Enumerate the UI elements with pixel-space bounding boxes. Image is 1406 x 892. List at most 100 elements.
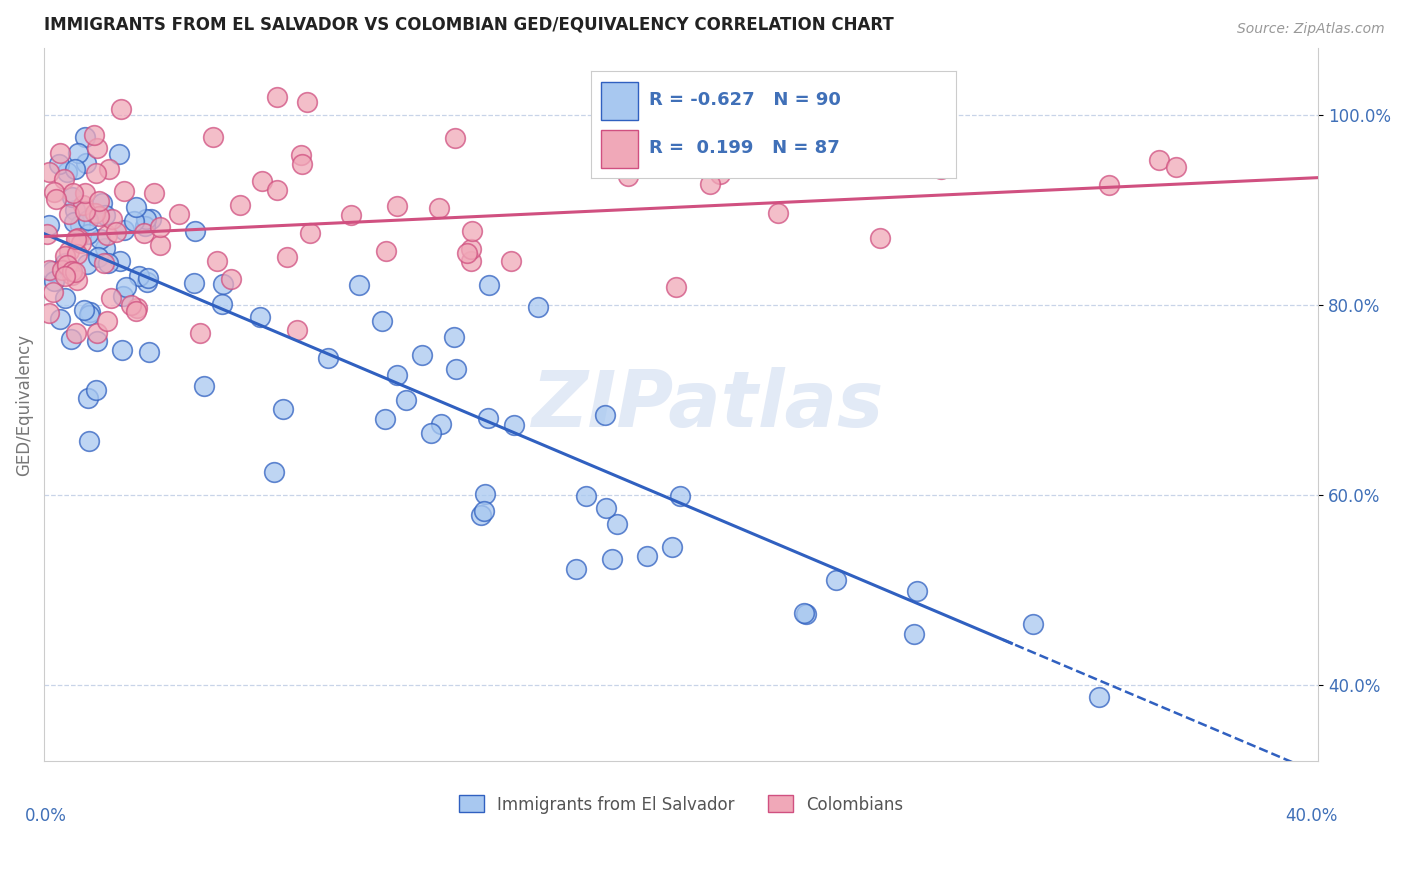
Point xyxy=(62,186,84,201)
Point xyxy=(55,258,77,272)
Point xyxy=(477,411,499,425)
Point xyxy=(66,273,89,287)
Point xyxy=(77,308,100,322)
Point xyxy=(136,271,159,285)
Point xyxy=(53,256,76,270)
Point xyxy=(53,291,76,305)
Point xyxy=(595,408,617,422)
Point xyxy=(470,508,492,522)
Point xyxy=(636,549,658,564)
Point xyxy=(617,169,640,183)
Point xyxy=(444,131,467,145)
Point xyxy=(63,265,86,279)
Point xyxy=(411,348,433,362)
Point xyxy=(138,345,160,359)
Point xyxy=(266,89,288,103)
Point xyxy=(229,198,252,212)
Point xyxy=(211,297,233,311)
Point xyxy=(183,277,205,291)
Point xyxy=(58,207,80,221)
Point xyxy=(212,277,235,292)
Bar xyxy=(602,82,638,120)
Point xyxy=(63,162,86,177)
Point xyxy=(38,306,60,320)
Point xyxy=(600,552,623,566)
Point xyxy=(48,157,70,171)
Bar xyxy=(602,130,638,168)
Point xyxy=(443,329,465,343)
Point xyxy=(73,129,96,144)
Point xyxy=(668,489,690,503)
Point xyxy=(75,155,97,169)
Point xyxy=(478,278,501,293)
Point xyxy=(1022,617,1045,632)
Point xyxy=(42,285,65,299)
Point xyxy=(794,607,817,621)
Point xyxy=(112,222,135,236)
Point xyxy=(112,289,135,303)
Point xyxy=(100,212,122,227)
Point xyxy=(59,332,82,346)
Point xyxy=(276,250,298,264)
Point xyxy=(87,209,110,223)
Point xyxy=(575,489,598,503)
Point xyxy=(375,244,398,258)
Point xyxy=(86,334,108,348)
Point xyxy=(91,195,114,210)
Point xyxy=(63,215,86,229)
Point xyxy=(793,606,815,620)
Point xyxy=(263,465,285,479)
Point xyxy=(370,314,392,328)
Point xyxy=(77,213,100,227)
Point xyxy=(252,174,274,188)
Point xyxy=(49,311,72,326)
Point xyxy=(135,212,157,227)
Point xyxy=(193,379,215,393)
Point xyxy=(108,254,131,268)
Point xyxy=(135,275,157,289)
Point xyxy=(49,145,72,160)
Point xyxy=(38,165,60,179)
Point xyxy=(65,326,87,341)
Point xyxy=(1164,161,1187,175)
Point xyxy=(93,208,115,222)
Point xyxy=(285,323,308,337)
Point xyxy=(205,254,228,268)
Point xyxy=(51,263,73,277)
Point xyxy=(385,199,408,213)
Point xyxy=(340,208,363,222)
Point xyxy=(77,392,100,406)
Point xyxy=(149,220,172,235)
Point xyxy=(66,247,89,261)
Point xyxy=(387,368,409,383)
Point xyxy=(201,130,224,145)
Point xyxy=(461,224,484,238)
Point xyxy=(83,205,105,219)
Point xyxy=(456,246,478,260)
Point xyxy=(86,326,108,341)
Point xyxy=(79,434,101,448)
Point xyxy=(929,162,952,177)
Point xyxy=(112,184,135,198)
Point xyxy=(188,326,211,341)
Point xyxy=(290,148,312,162)
Point xyxy=(347,278,370,293)
Point xyxy=(429,202,451,216)
Point xyxy=(374,411,396,425)
Point xyxy=(53,249,76,263)
Point xyxy=(903,626,925,640)
Point xyxy=(52,171,75,186)
Point xyxy=(69,235,91,250)
Point xyxy=(38,262,60,277)
Point xyxy=(67,231,90,245)
Point xyxy=(565,562,588,576)
Point xyxy=(73,302,96,317)
Point xyxy=(89,232,111,246)
Point xyxy=(84,166,107,180)
Point xyxy=(297,95,319,109)
Point xyxy=(710,156,733,170)
Point xyxy=(419,426,441,441)
Point xyxy=(75,186,97,201)
Point xyxy=(699,177,721,191)
Point xyxy=(460,242,482,256)
